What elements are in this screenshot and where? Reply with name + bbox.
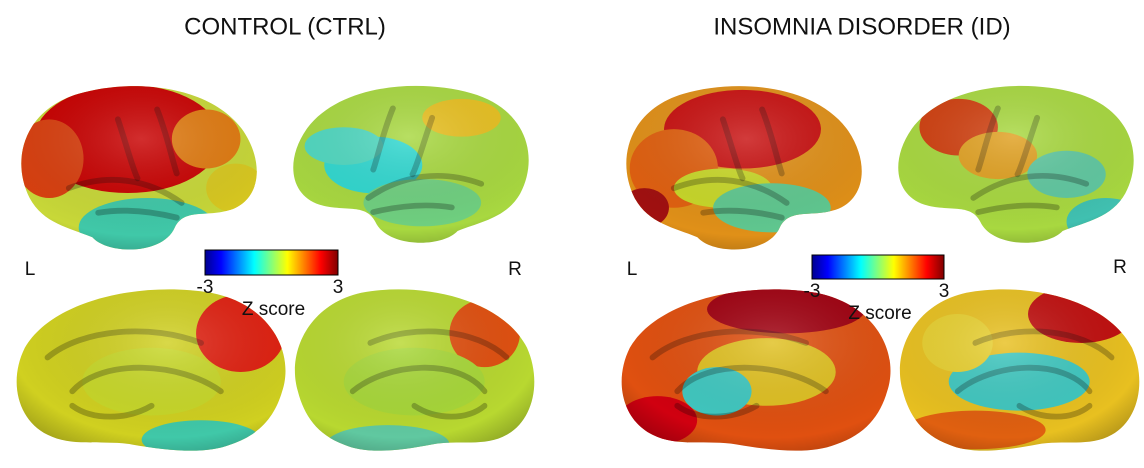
panel-title: INSOMNIA DISORDER (ID) [713, 13, 1010, 40]
shading [16, 289, 286, 451]
colorbar-min: -3 [197, 277, 214, 298]
shading [294, 289, 535, 451]
panel: INSOMNIA DISORDER (ID) [713, 13, 1010, 40]
brain [626, 86, 862, 250]
brain-surface [899, 289, 1140, 451]
hemisphere-label: R [1113, 257, 1127, 278]
brain [294, 289, 535, 451]
brain-surface [621, 289, 891, 451]
colorbar-max: 3 [939, 281, 950, 302]
brain-surface [21, 86, 257, 250]
brain [16, 289, 286, 451]
panels: CONTROL (CTRL) L R -3 3 Z score INSOMNIA DISOR… [16, 13, 1140, 451]
brain [293, 85, 529, 243]
panel-title: CONTROL (CTRL) [184, 13, 386, 40]
brain-surface [898, 85, 1134, 243]
hemisphere-label: L [627, 259, 638, 280]
shading [293, 85, 529, 243]
shading [621, 289, 891, 451]
panel: CONTROL (CTRL) [184, 13, 386, 40]
colorbar-label: Z score [242, 299, 305, 320]
brain [21, 86, 257, 250]
colorbar-min: -3 [804, 281, 821, 302]
colorbar [811, 254, 945, 280]
colorbar [204, 249, 339, 276]
brain-surface [293, 85, 529, 243]
brain [621, 289, 891, 451]
hemisphere-label: R [508, 259, 522, 280]
colorbar-label: Z score [848, 303, 911, 324]
colorbar-max: 3 [333, 277, 344, 298]
brain-surface [294, 289, 535, 451]
brain-surface [626, 86, 862, 250]
hemisphere-label: L [25, 259, 36, 280]
shading [626, 86, 862, 250]
shading [898, 85, 1134, 243]
brain-surface [16, 289, 286, 451]
shading [21, 86, 257, 250]
brain [899, 289, 1140, 451]
brain [898, 85, 1134, 243]
shading [899, 289, 1140, 451]
